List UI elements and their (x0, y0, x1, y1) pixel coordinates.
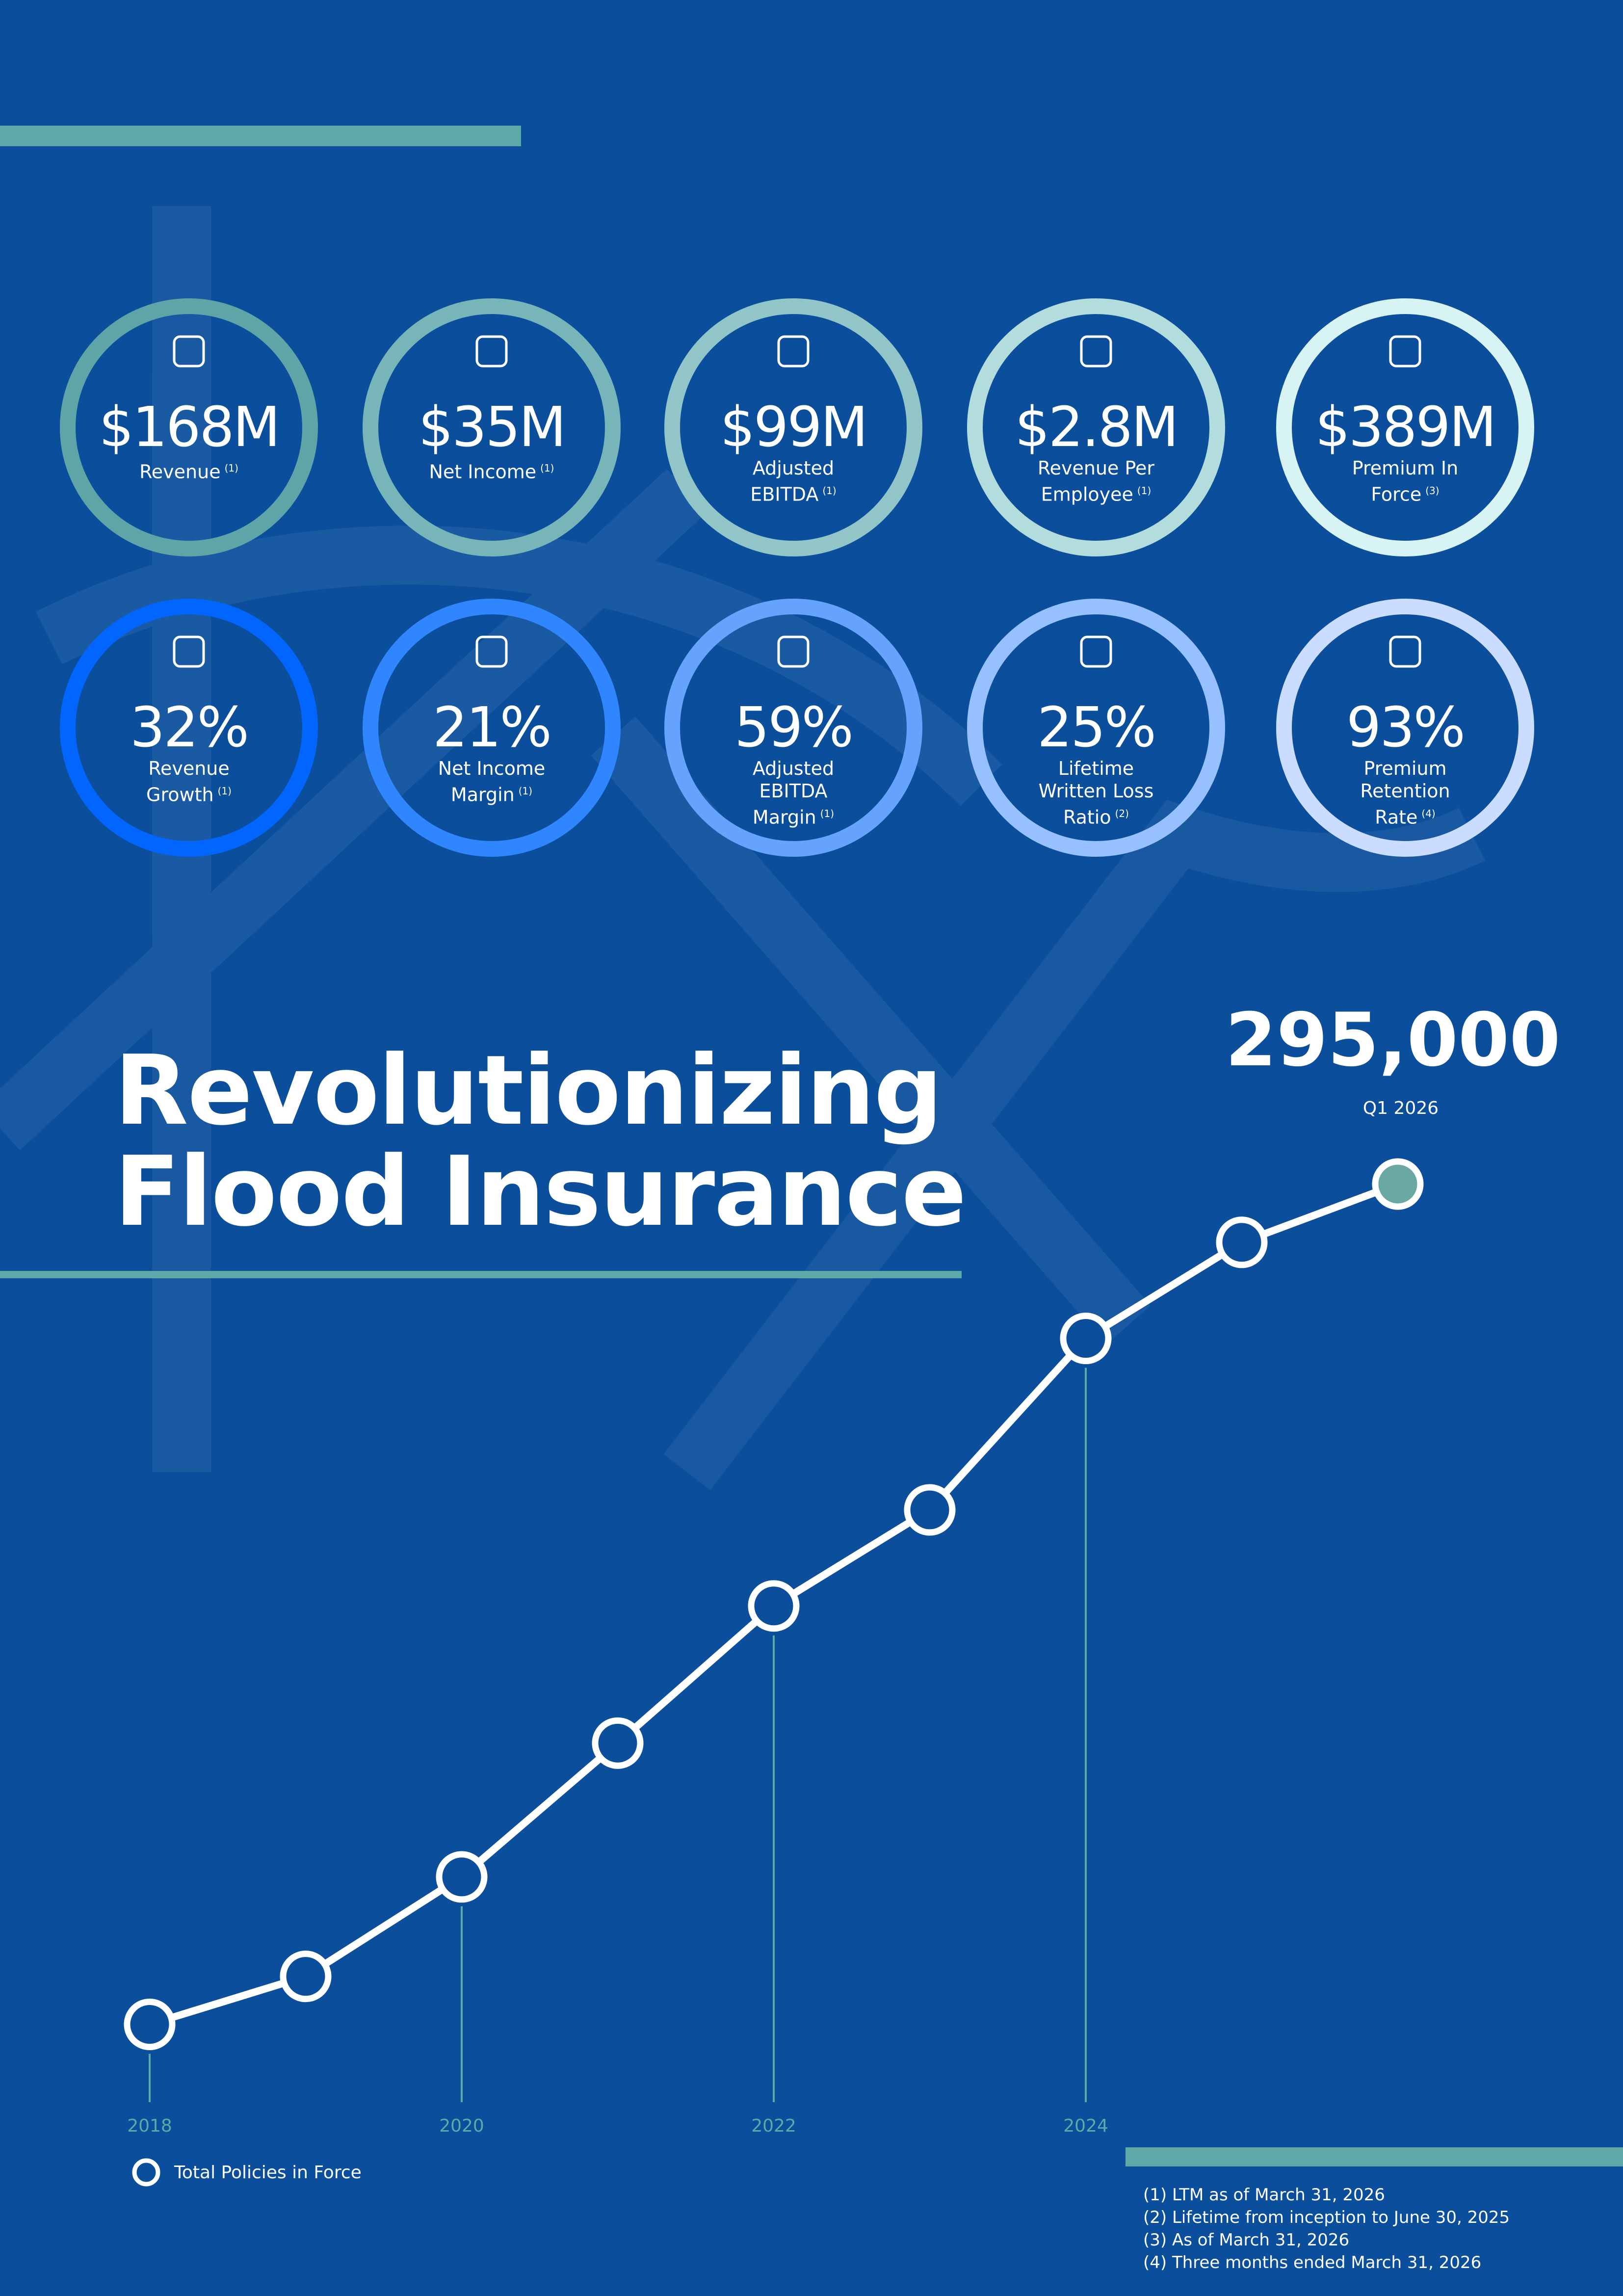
kpi-note: (1) (217, 785, 232, 797)
kpi-value: $389M (1315, 396, 1497, 459)
legend-marker (132, 2158, 160, 2187)
kpi-label: Adjusted EBITDA Margin (1) (685, 757, 901, 829)
kpi-note: (1) (224, 462, 238, 474)
footnote: (1) LTM as of March 31, 2026 (1143, 2185, 1385, 2205)
background-emblem (0, 206, 1485, 1490)
accent-bar (1126, 2147, 1623, 2166)
kpi-note: (1) (1137, 485, 1152, 497)
x-tick-label: 2024 (1063, 2116, 1108, 2136)
kpi-label-text: Premium In Force (1352, 457, 1459, 505)
kpi-label: Premium In Force (3) (1297, 457, 1513, 506)
kpi-label-text: Adjusted EBITDA (750, 457, 835, 505)
kpi-value: $2.8M (1015, 396, 1178, 459)
point (436, 1851, 488, 1903)
kpi-icon (475, 635, 508, 668)
legend-label: Total Policies in Force (174, 2163, 362, 2183)
footnote: (3) As of March 31, 2026 (1143, 2230, 1350, 2250)
kpi-icon (173, 635, 205, 668)
kpi-ring (60, 599, 318, 857)
point (280, 1951, 332, 2003)
kpi-label-text: Revenue Per Employee (1037, 457, 1155, 505)
kpi-ring (967, 599, 1225, 857)
value-label: 295,000 (1225, 998, 1560, 1083)
kpi-label: Revenue (1) (81, 457, 297, 483)
kpi-icon (1389, 335, 1421, 368)
point (904, 1484, 956, 1536)
kpi-note: (1) (518, 785, 533, 797)
kpi-ring (60, 298, 318, 556)
kpi-ring (664, 599, 922, 857)
kpi-value: 25% (1037, 696, 1156, 760)
kpi-note: (1) (820, 808, 835, 819)
kpi-note: (1) (540, 462, 554, 474)
kpi-label-text: Premium Retention Rate (1360, 758, 1450, 828)
kpi-label: Adjusted EBITDA (1) (685, 457, 901, 506)
kpi-icon (1080, 635, 1112, 668)
kpi-label-text: Revenue (139, 461, 221, 483)
kpi-label: Revenue Per Employee (1) (988, 457, 1204, 506)
kpi-label-text: Net Income (429, 461, 537, 483)
kpi-note: (4) (1421, 808, 1436, 819)
x-tick-label: 2022 (751, 2116, 796, 2136)
kpi-label: Premium Retention Rate (4) (1297, 757, 1513, 829)
kpi-label: Net Income Margin (1) (384, 757, 600, 806)
kpi-note: (2) (1115, 808, 1129, 819)
kpi-value: 93% (1346, 696, 1466, 760)
kpi-value: 32% (130, 696, 249, 760)
kpi-label-text: Lifetime Written Loss Ratio (1038, 758, 1154, 828)
kpi-value: $35M (418, 396, 566, 459)
kpi-note: (3) (1425, 485, 1440, 497)
point (124, 1999, 176, 2050)
kpi-ring (664, 298, 922, 556)
kpi-icon (777, 335, 810, 368)
kpi-icon (1080, 335, 1112, 368)
point (1060, 1313, 1112, 1364)
footnote: (4) Three months ended March 31, 2026 (1143, 2253, 1482, 2272)
kpi: 59% Adjusted EBITDA Margin (1) (685, 698, 901, 829)
kpi-ring (1276, 599, 1534, 857)
kpi: $168M Revenue (1) (81, 398, 297, 483)
kpi: $2.8M Revenue Per Employee (1) (988, 398, 1204, 506)
kpi-label: Lifetime Written Loss Ratio (2) (988, 757, 1204, 829)
kpi-label: Revenue Growth (1) (81, 757, 297, 806)
kpi: $389M Premium In Force (3) (1297, 398, 1513, 506)
kpi-ring (1276, 298, 1534, 556)
kpi-icon (1389, 635, 1421, 668)
kpi-ring (363, 298, 621, 556)
kpi-note: (1) (822, 485, 837, 497)
x-tick-label: 2018 (127, 2116, 172, 2136)
point (592, 1717, 644, 1769)
kpi-icon (777, 635, 810, 668)
kpi-label-text: Adjusted EBITDA Margin (752, 758, 835, 828)
kpi: $99M Adjusted EBITDA (1) (685, 398, 901, 506)
accent-bar (0, 126, 521, 146)
kpi-ring (363, 599, 621, 857)
point (1372, 1158, 1424, 1210)
kpi-icon (475, 335, 508, 368)
kpi-value: $168M (99, 396, 281, 459)
kpi: 32% Revenue Growth (1) (81, 698, 297, 806)
kpi: $35M Net Income (1) (384, 398, 600, 483)
kpi-value: 59% (734, 696, 854, 760)
kpi-label-text: Revenue Growth (146, 758, 230, 806)
chart-title: Revolutionizing Flood Insurance (114, 1035, 967, 1248)
x-tick-label: 2020 (439, 2116, 484, 2136)
title-underline (0, 1271, 962, 1278)
footnote: (2) Lifetime from inception to June 30, … (1143, 2208, 1510, 2227)
kpi-ring (967, 298, 1225, 556)
kpi: 93% Premium Retention Rate (4) (1297, 698, 1513, 829)
point (1216, 1216, 1268, 1268)
kpi-value: 21% (433, 696, 552, 760)
kpi-value: $99M (720, 396, 868, 459)
x-tick-label: Q1 2026 (1363, 1098, 1439, 1118)
kpi-label-text: Net Income Margin (438, 758, 546, 806)
kpi: 21% Net Income Margin (1) (384, 698, 600, 806)
kpi: 25% Lifetime Written Loss Ratio (2) (988, 698, 1204, 829)
kpi-label: Net Income (1) (384, 457, 600, 483)
point (748, 1580, 800, 1632)
kpi-icon (173, 335, 205, 368)
